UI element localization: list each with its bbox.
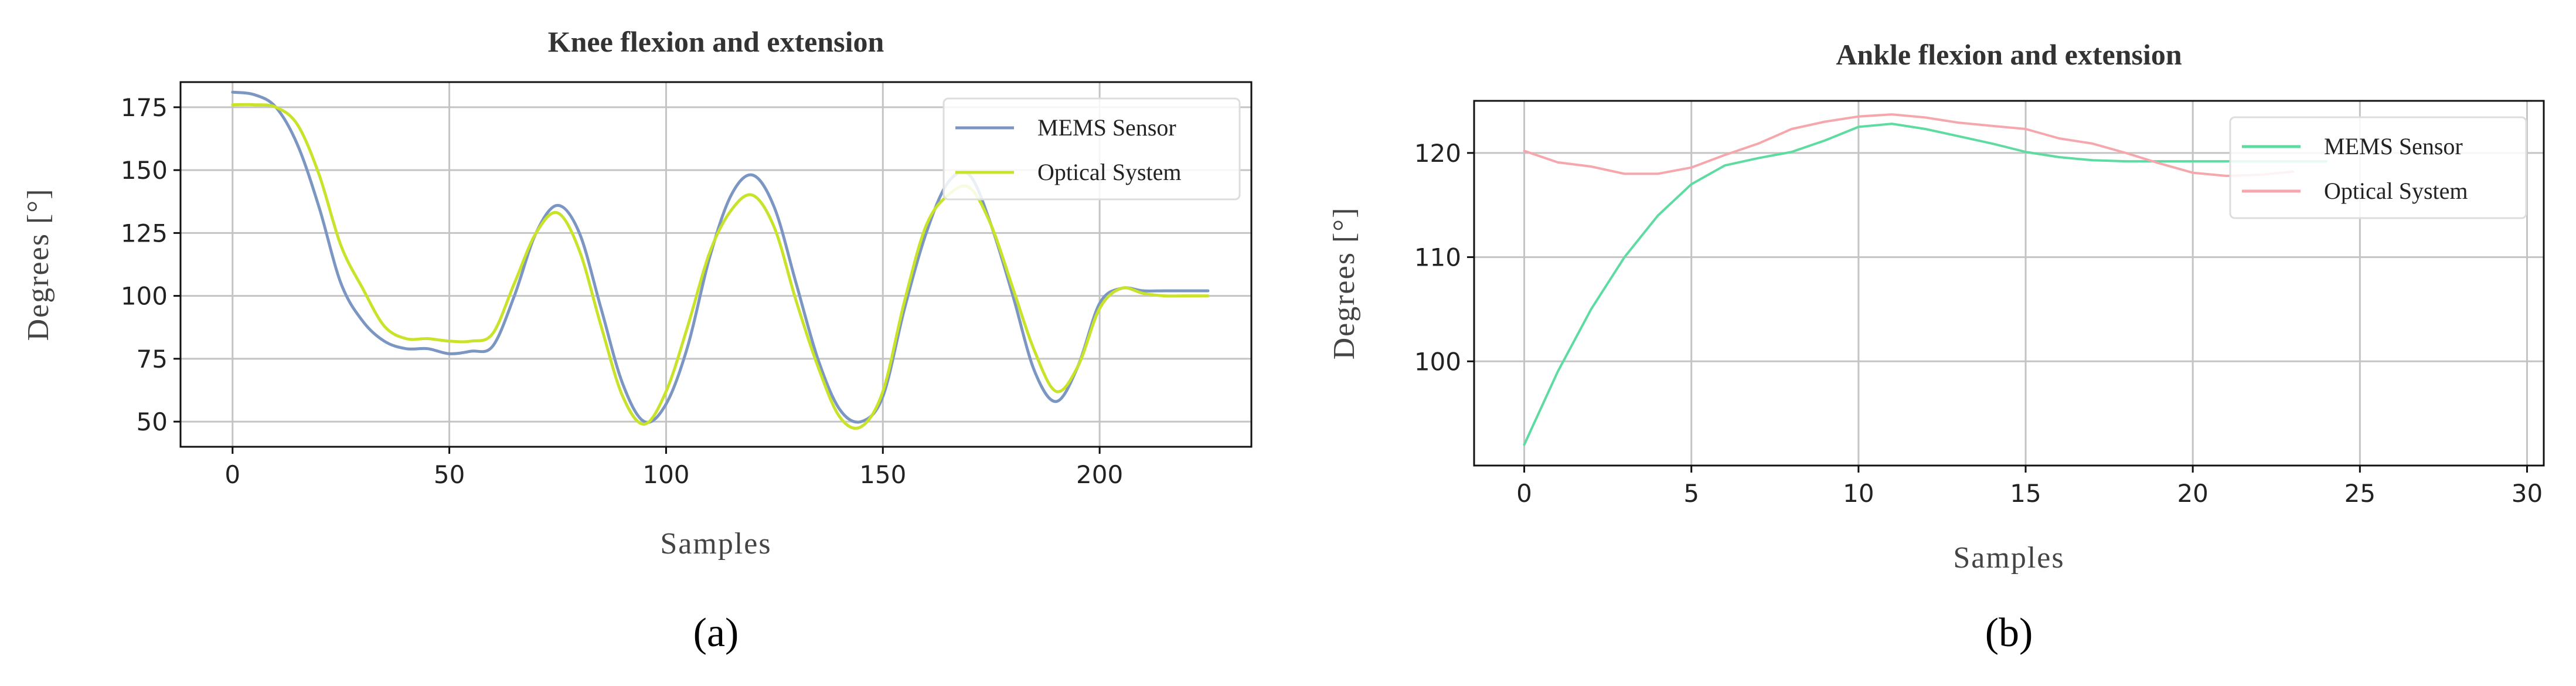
series-line-0 bbox=[1523, 123, 2328, 446]
legend-box bbox=[942, 97, 1241, 201]
y-tick-label: 125 bbox=[121, 219, 168, 247]
plot-frame bbox=[1473, 100, 2545, 467]
chart-panel-1: 0 5 10 15 20 25 30 100 110 120 Ankle flexion and e… bbox=[1328, 38, 2545, 656]
x-tick-label: 10 bbox=[1843, 479, 1874, 508]
x-tick-label: 0 bbox=[224, 460, 240, 489]
panel-label: (b) bbox=[1985, 610, 2033, 656]
chart-title: Knee flexion and extension bbox=[548, 25, 884, 58]
legend-box bbox=[2229, 116, 2527, 219]
legend: MEMS Sensor Optical System bbox=[2229, 116, 2527, 219]
y-axis-label: Degrees [°] bbox=[1328, 207, 1361, 360]
series-line-1 bbox=[1523, 113, 2295, 177]
chart-title: Ankle flexion and extension bbox=[1836, 38, 2182, 71]
x-tick-label: 100 bbox=[642, 460, 689, 489]
y-tick-label: 120 bbox=[1414, 139, 1461, 168]
x-tick-label: 0 bbox=[1516, 479, 1532, 508]
panel-label: (a) bbox=[693, 610, 739, 656]
x-tick-label: 20 bbox=[2177, 479, 2208, 508]
x-tick-label: 200 bbox=[1076, 460, 1123, 489]
x-tick-label: 15 bbox=[2010, 479, 2041, 508]
x-axis-label: Samples bbox=[1953, 541, 2064, 575]
x-tick-label: 25 bbox=[2344, 479, 2376, 508]
legend-label-0: MEMS Sensor bbox=[2324, 133, 2463, 159]
series-line-1 bbox=[231, 103, 1210, 430]
x-tick-label: 50 bbox=[434, 460, 465, 489]
y-tick-label: 110 bbox=[1414, 243, 1461, 272]
y-tick-label: 50 bbox=[137, 407, 168, 436]
y-axis-label: Degrees [°] bbox=[22, 188, 55, 341]
legend-label-1: Optical System bbox=[2324, 178, 2468, 204]
x-tick-label: 5 bbox=[1683, 479, 1699, 508]
y-tick-label: 75 bbox=[137, 345, 168, 373]
x-axis-label: Samples bbox=[660, 527, 771, 561]
legend-label-0: MEMS Sensor bbox=[1037, 114, 1176, 141]
y-tick-label: 100 bbox=[121, 282, 168, 311]
chart-panel-0: 0 50 100 150 200 50 75 100 125 150 175 Knee flexion… bbox=[22, 25, 1253, 656]
legend: MEMS Sensor Optical System bbox=[942, 97, 1241, 201]
y-tick-label: 175 bbox=[121, 93, 168, 122]
x-tick-label: 150 bbox=[859, 460, 906, 489]
legend-label-1: Optical System bbox=[1037, 159, 1182, 185]
series-line-0 bbox=[231, 90, 1210, 424]
y-tick-label: 150 bbox=[121, 156, 168, 185]
x-tick-label: 30 bbox=[2512, 479, 2543, 508]
plot-frame bbox=[179, 81, 1253, 448]
y-tick-label: 100 bbox=[1414, 347, 1461, 376]
